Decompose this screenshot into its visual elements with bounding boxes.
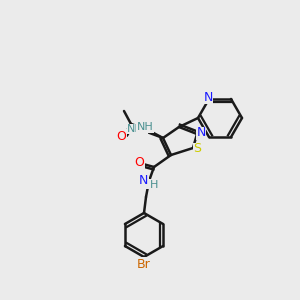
Text: N: N (196, 127, 206, 140)
Text: H: H (140, 124, 148, 134)
Text: H: H (150, 180, 158, 190)
Text: O: O (134, 155, 144, 169)
Text: N: N (203, 92, 213, 104)
Text: NH: NH (127, 124, 144, 134)
Text: S: S (193, 142, 201, 155)
Text: N: N (138, 175, 148, 188)
Text: NH: NH (136, 122, 153, 132)
Text: O: O (116, 130, 126, 143)
Text: Br: Br (137, 259, 151, 272)
